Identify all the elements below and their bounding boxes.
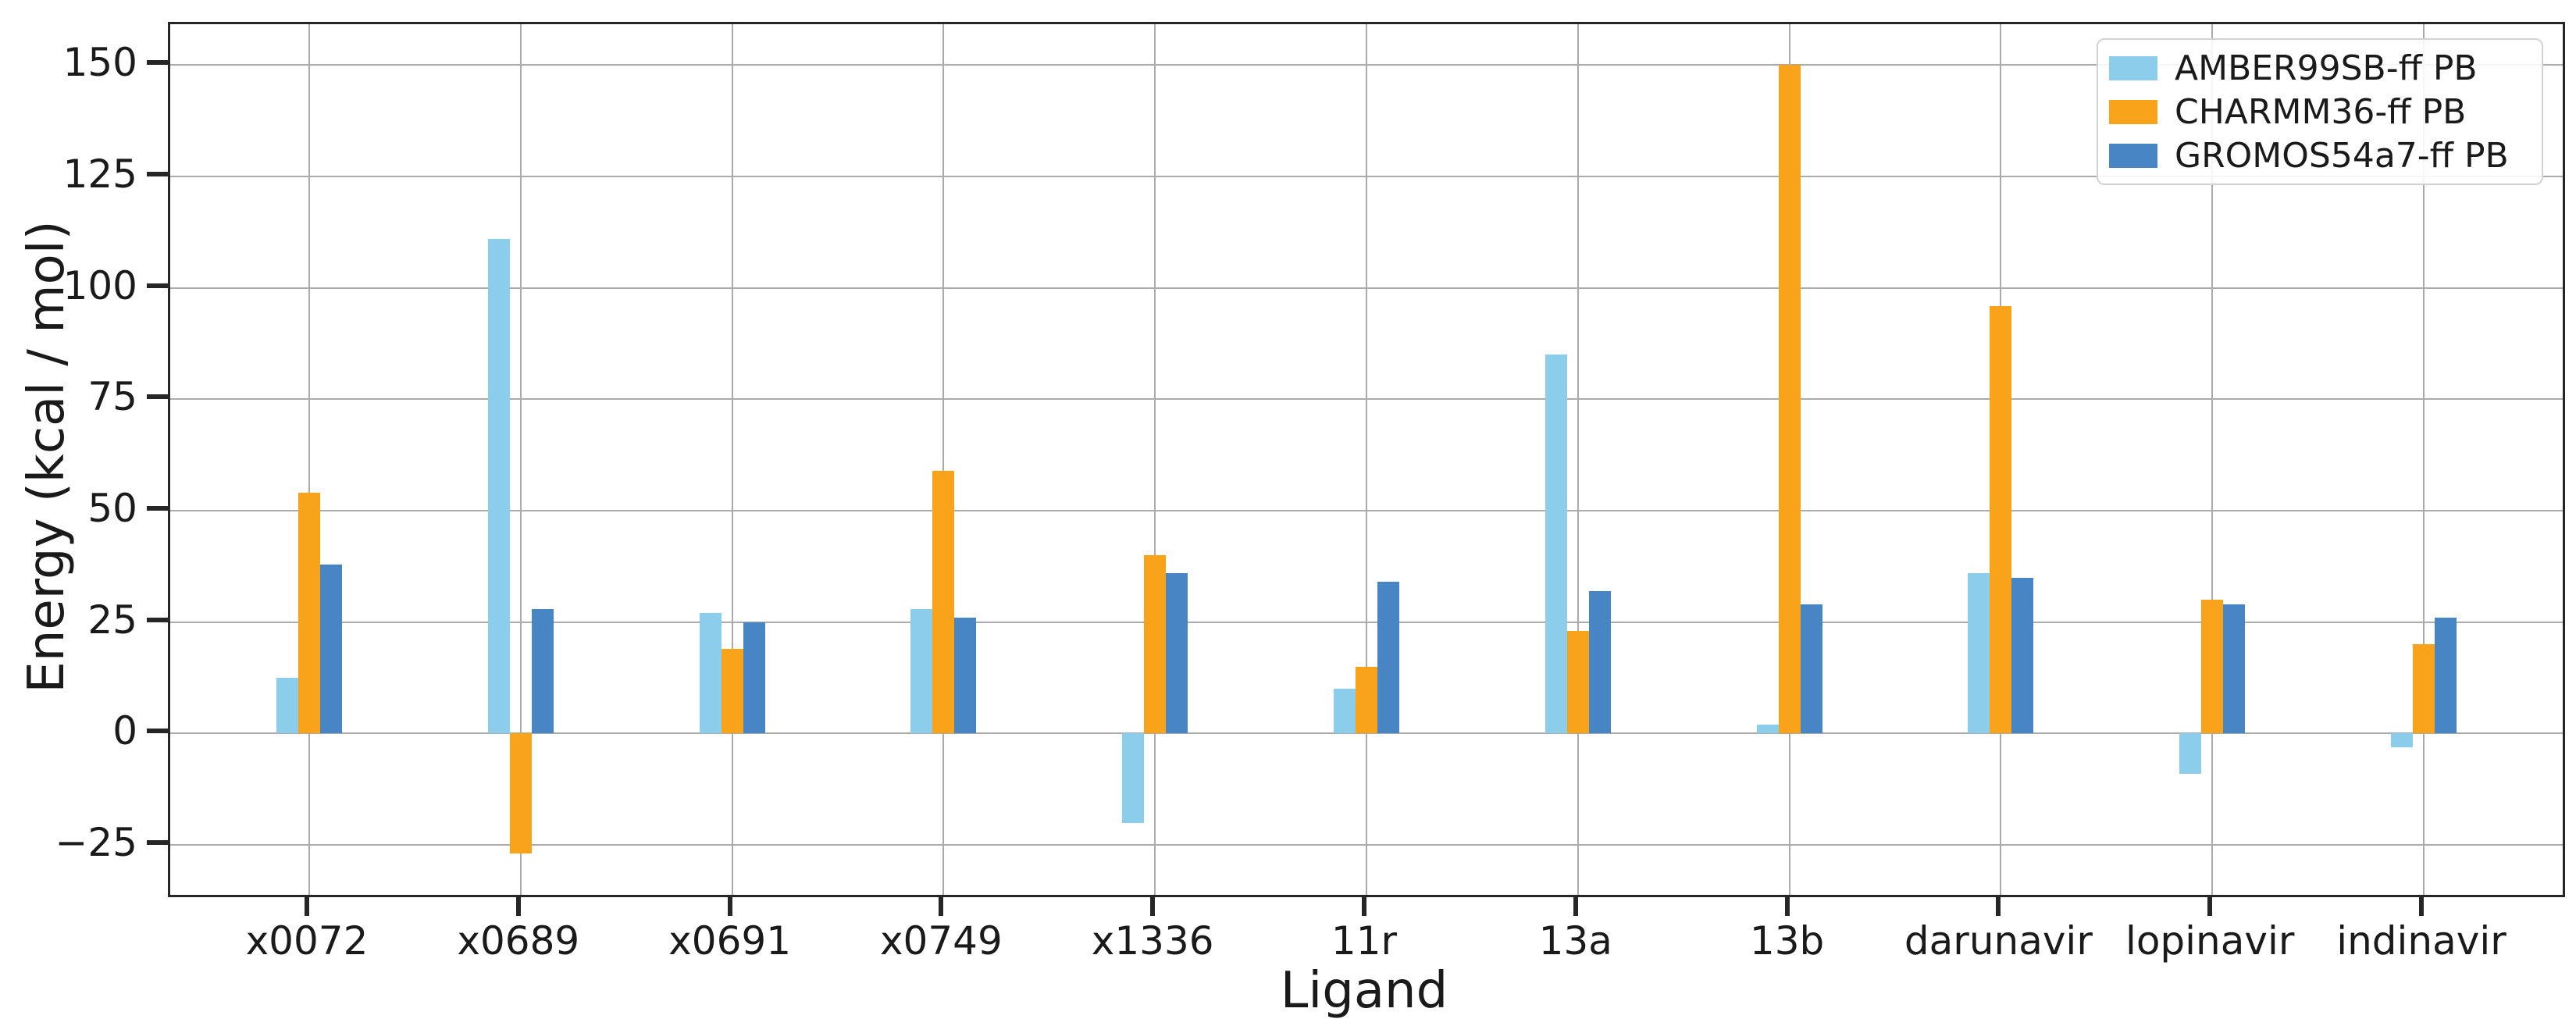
bar-13a-GROMOS54a7-ff PB — [1588, 590, 1611, 734]
legend-swatch-amber — [2109, 55, 2157, 80]
bar-13b-CHARMM36-ff PB — [1778, 65, 1801, 734]
x-tick-mark-lopinavir — [2207, 895, 2213, 916]
bar-x0749-GROMOS54a7-ff PB — [954, 618, 977, 734]
y-axis-title: Energy (kcal / mol) — [18, 220, 76, 693]
y-tick-mark-50 — [147, 506, 168, 511]
x-tick-label-x0072: x0072 — [245, 918, 369, 964]
bar-x0691-GROMOS54a7-ff PB — [743, 622, 765, 734]
x-tick-mark-indinavir — [2419, 895, 2424, 916]
x-gridline-13a — [1577, 24, 1579, 895]
legend-swatch-charmm — [2109, 99, 2157, 124]
bar-13a-AMBER99SB-ff PB — [1545, 355, 1567, 734]
x-gridline-x0072 — [308, 24, 310, 895]
x-tick-label-13b: 13b — [1749, 918, 1825, 964]
bar-x0689-GROMOS54a7-ff PB — [531, 608, 554, 734]
x-tick-label-x1336: x1336 — [1091, 918, 1214, 964]
x-tick-mark-x0749 — [939, 895, 944, 916]
y-tick-mark-25 — [147, 617, 168, 622]
x-tick-mark-x0072 — [305, 895, 309, 916]
bar-indinavir-AMBER99SB-ff PB — [2391, 733, 2413, 747]
x-tick-mark-x0691 — [727, 895, 732, 916]
bar-darunavir-GROMOS54a7-ff PB — [2011, 577, 2034, 734]
y-tick-mark-100 — [147, 283, 168, 288]
x-gridline-indinavir — [2423, 24, 2425, 895]
bar-x0689-CHARMM36-ff PB — [509, 733, 532, 854]
x-tick-mark-13a — [1573, 895, 1578, 916]
bar-x0749-AMBER99SB-ff PB — [910, 608, 933, 734]
x-gridline-x0749 — [942, 24, 945, 895]
y-tick-mark-150 — [147, 60, 168, 66]
bar-11r-AMBER99SB-ff PB — [1334, 689, 1356, 734]
bar-x0072-CHARMM36-ff PB — [298, 493, 320, 734]
x-tick-mark-13b — [1784, 895, 1790, 916]
x-gridline-x0689 — [519, 24, 522, 895]
bar-13a-CHARMM36-ff PB — [1566, 631, 1589, 734]
x-gridline-lopinavir — [2211, 24, 2214, 895]
x-tick-label-13a: 13a — [1538, 918, 1612, 964]
x-gridline-x0691 — [731, 24, 733, 895]
bar-lopinavir-AMBER99SB-ff PB — [2179, 733, 2202, 774]
bar-lopinavir-CHARMM36-ff PB — [2201, 600, 2224, 734]
y-tick-label-25: 25 — [87, 597, 137, 643]
y-tick-mark-125 — [147, 172, 168, 177]
bar-13b-AMBER99SB-ff PB — [1756, 725, 1779, 734]
bar-11r-CHARMM36-ff PB — [1356, 666, 1377, 734]
y-tick-label-0: 0 — [112, 708, 137, 754]
legend-entry-amber: AMBER99SB-ff PB — [2109, 48, 2531, 88]
x-tick-label-x0691: x0691 — [668, 918, 792, 964]
legend-label-gromos: GROMOS54a7-ff PB — [2175, 135, 2509, 176]
legend-swatch-gromos — [2109, 143, 2157, 168]
x-axis-title: Ligand — [1280, 962, 1448, 1019]
x-tick-label-11r: 11r — [1331, 918, 1398, 964]
y-tick-label-75: 75 — [87, 374, 137, 420]
legend-label-charmm: CHARMM36-ff PB — [2175, 91, 2467, 132]
x-tick-mark-x1336 — [1150, 895, 1156, 916]
x-tick-label-lopinavir: lopinavir — [2125, 918, 2295, 964]
y-tick-label-125: 125 — [62, 151, 137, 198]
x-tick-label-x0689: x0689 — [457, 918, 580, 964]
x-tick-label-darunavir: darunavir — [1904, 918, 2093, 964]
legend-entry-charmm: CHARMM36-ff PB — [2109, 92, 2531, 132]
bar-13b-GROMOS54a7-ff PB — [1800, 604, 1822, 734]
x-tick-mark-11r — [1362, 895, 1366, 916]
y-tick-label-150: 150 — [62, 40, 137, 86]
y-tick-mark-75 — [147, 394, 168, 400]
x-tick-label-indinavir: indinavir — [2336, 918, 2507, 964]
y-tick-label--25: −25 — [55, 820, 137, 866]
x-tick-mark-darunavir — [1996, 895, 2001, 916]
bar-lopinavir-GROMOS54a7-ff PB — [2223, 604, 2246, 734]
bar-x1336-GROMOS54a7-ff PB — [1166, 573, 1188, 734]
bar-x1336-CHARMM36-ff PB — [1144, 555, 1167, 734]
bar-indinavir-CHARMM36-ff PB — [2413, 644, 2435, 734]
bar-x0749-CHARMM36-ff PB — [932, 470, 955, 734]
bar-x0689-AMBER99SB-ff PB — [487, 239, 510, 734]
bar-x0072-GROMOS54a7-ff PB — [320, 564, 342, 734]
bar-x0691-CHARMM36-ff PB — [721, 649, 743, 734]
y-tick-mark--25 — [147, 840, 168, 846]
bar-x0072-AMBER99SB-ff PB — [276, 678, 298, 734]
legend: AMBER99SB-ff PB CHARMM36-ff PB GROMOS54a… — [2097, 38, 2543, 185]
legend-entry-gromos: GROMOS54a7-ff PB — [2109, 136, 2531, 176]
bar-indinavir-GROMOS54a7-ff PB — [2435, 618, 2457, 734]
x-gridline-x1336 — [1154, 24, 1156, 895]
x-tick-label-x0749: x0749 — [879, 918, 1003, 964]
x-tick-mark-x0689 — [515, 895, 521, 916]
bar-x0691-AMBER99SB-ff PB — [699, 613, 721, 734]
x-gridline-11r — [1366, 24, 1367, 895]
y-tick-mark-0 — [147, 729, 168, 734]
y-tick-label-50: 50 — [87, 486, 137, 532]
bar-x1336-AMBER99SB-ff PB — [1122, 733, 1145, 823]
bar-darunavir-CHARMM36-ff PB — [1990, 305, 2012, 734]
legend-label-amber: AMBER99SB-ff PB — [2175, 48, 2478, 88]
bar-11r-GROMOS54a7-ff PB — [1377, 582, 1399, 734]
y-tick-label-100: 100 — [62, 262, 137, 308]
bar-darunavir-AMBER99SB-ff PB — [1968, 573, 1990, 734]
